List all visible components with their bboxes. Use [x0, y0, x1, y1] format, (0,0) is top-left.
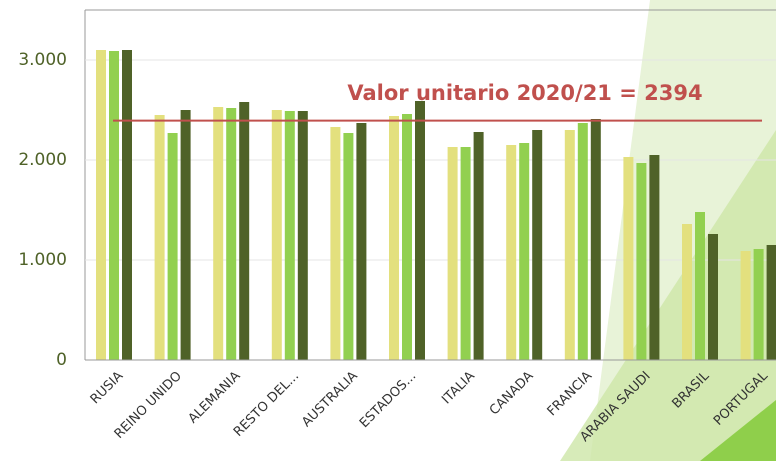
- bar: [682, 224, 692, 360]
- bar: [565, 130, 575, 360]
- bar: [122, 50, 132, 360]
- bar: [402, 114, 412, 360]
- bar: [298, 111, 308, 360]
- bar: [356, 123, 366, 360]
- bar: [448, 147, 458, 360]
- x-tick-label: ESTADOS...: [357, 369, 419, 431]
- bar: [226, 108, 236, 360]
- annotation: Valor unitario 2020/21 = 2394: [347, 81, 702, 105]
- x-tick-label: FRANCIA: [545, 369, 596, 420]
- bar: [181, 110, 191, 360]
- x-tick-label: RUSIA: [88, 369, 127, 408]
- bar: [767, 245, 776, 360]
- bar: [636, 163, 646, 360]
- y-tick-label: 2.000: [18, 150, 67, 170]
- bar: [754, 249, 764, 360]
- bar: [415, 101, 425, 360]
- bar: [506, 145, 516, 360]
- bar: [708, 234, 718, 360]
- bar: [389, 116, 399, 360]
- bar: [272, 110, 282, 360]
- bar: [96, 50, 106, 360]
- bar: [578, 123, 588, 360]
- y-tick-label: 3.000: [18, 50, 67, 70]
- bar: [168, 133, 178, 360]
- bar: [239, 102, 249, 360]
- chart: Valor unitario 2020/21 = 2394 0 1.000 2.00…: [0, 0, 776, 461]
- x-tick-label: ITALIA: [439, 369, 478, 408]
- bar: [343, 133, 353, 360]
- bar: [474, 132, 484, 360]
- bar: [285, 111, 295, 360]
- bar: [623, 157, 633, 360]
- x-tick-label: CANADA: [487, 369, 537, 419]
- x-tick-label: ALEMANIA: [186, 369, 244, 427]
- bar: [461, 147, 471, 360]
- y-tick-label: 1.000: [18, 250, 67, 270]
- bar: [330, 127, 340, 360]
- bar: [695, 212, 705, 360]
- bar: [532, 130, 542, 360]
- y-tick-label: 0: [56, 350, 67, 370]
- bar: [519, 143, 529, 360]
- bar: [155, 115, 165, 360]
- bar: [741, 251, 751, 360]
- x-tick-label: AUSTRALIA: [299, 369, 361, 431]
- bar: [109, 51, 119, 360]
- bar: [213, 107, 223, 360]
- bar: [591, 119, 601, 360]
- bar: [649, 155, 659, 360]
